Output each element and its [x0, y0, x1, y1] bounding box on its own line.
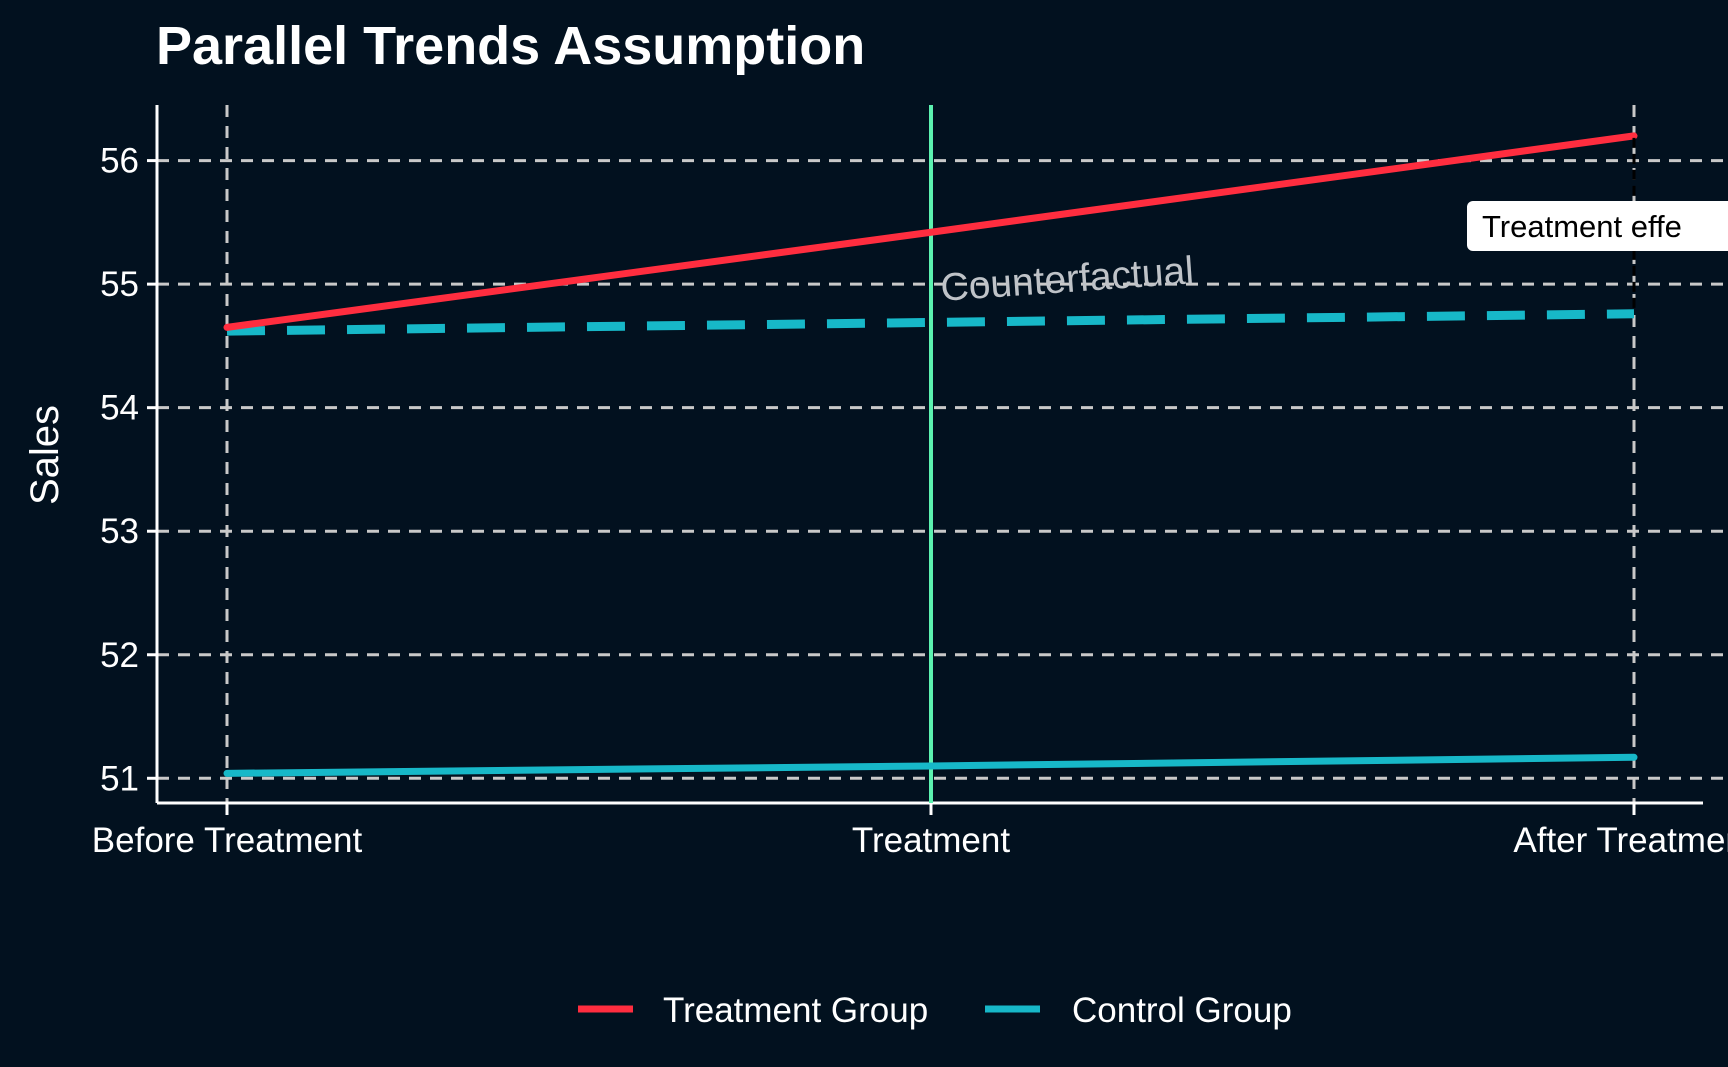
y-tick-label: 53 [100, 512, 139, 551]
treatment-group-line [223, 132, 1638, 331]
annotations: Counterfactual Treatment effe [939, 137, 1728, 312]
x-tick-label: Treatment [852, 821, 1010, 860]
series-lines [223, 105, 1638, 803]
control-group-line [223, 753, 1638, 777]
y-tick-label: 55 [100, 265, 139, 304]
x-tick-label: Before Treatment [92, 821, 363, 860]
counterfactual-line [226, 309, 1635, 336]
legend-label: Treatment Group [663, 991, 928, 1030]
treatment-effect-label: Treatment effe [1482, 209, 1682, 244]
counterfactual-label: Counterfactual [939, 249, 1195, 310]
y-tick-label: 51 [100, 759, 139, 798]
y-tick-label: 56 [100, 142, 139, 181]
y-tick-label: 52 [100, 636, 139, 675]
y-axis-label: Sales [23, 405, 67, 505]
chart-title: Parallel Trends Assumption [156, 16, 865, 76]
axes: 51 52 53 54 55 56 Before Treatment Treatment Aft… [92, 105, 1728, 860]
legend-label: Control Group [1072, 991, 1292, 1030]
x-tick-label: After Treatment [1513, 821, 1728, 860]
treatment-effect-callout-box [1467, 201, 1728, 251]
legend: Treatment Group Control Group [578, 991, 1292, 1030]
y-tick-label: 54 [100, 389, 139, 428]
